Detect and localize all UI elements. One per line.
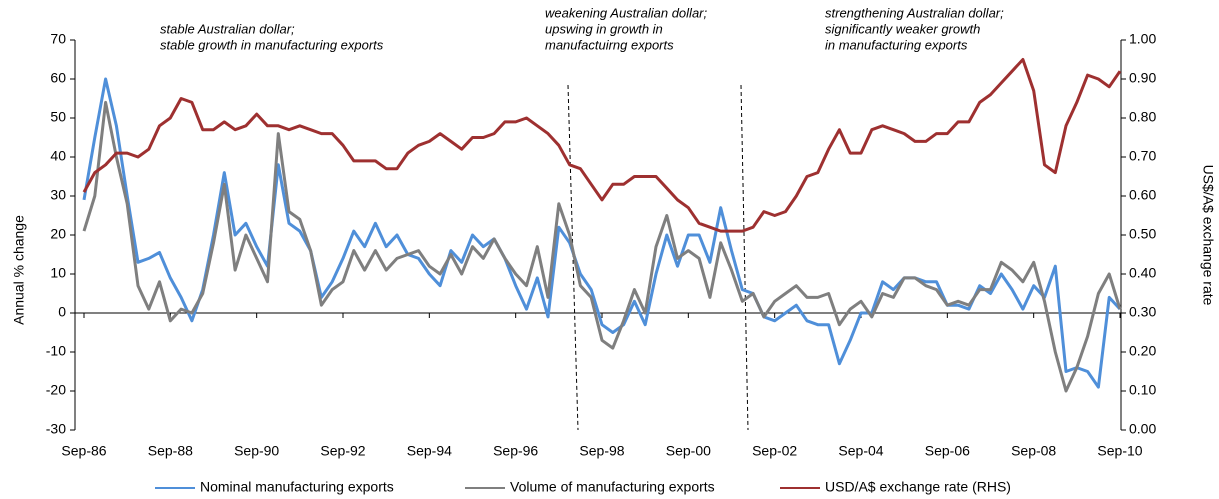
y-tick-label: -10	[46, 343, 66, 359]
y2-tick-label: 0.10	[1129, 382, 1156, 398]
legend-label: Nominal manufacturing exports	[200, 479, 394, 495]
annotation: weakening Australian dollar;	[545, 5, 708, 20]
y-tick-label: 10	[50, 265, 66, 281]
y2-tick-label: 0.50	[1129, 226, 1156, 242]
y-axis-label: Annual % change	[11, 215, 27, 325]
y-tick-label: 0	[58, 304, 66, 320]
y-tick-label: 60	[50, 70, 66, 86]
legend-label: Volume of manufacturing exports	[510, 479, 715, 495]
divider	[740, 84, 749, 431]
series-line	[82, 58, 1122, 233]
y2-tick-label: 0.40	[1129, 265, 1156, 281]
y2-tick-label: 0.30	[1129, 304, 1156, 320]
x-tick-label: Sep-04	[838, 443, 883, 459]
y-tick-label: -20	[46, 382, 66, 398]
y2-tick-label: 1.00	[1129, 31, 1156, 47]
annotation: stable growth in manufacturing exports	[160, 37, 384, 52]
y-tick-label: 50	[50, 109, 66, 125]
y-tick-label: 70	[50, 31, 66, 47]
y-tick-label: 40	[50, 148, 66, 164]
x-tick-label: Sep-98	[579, 443, 624, 459]
annotation: upswing in growth in	[545, 21, 663, 36]
annotation: strengthening Australian dollar;	[825, 5, 1004, 20]
x-tick-label: Sep-96	[493, 443, 538, 459]
x-tick-label: Sep-08	[1011, 443, 1056, 459]
x-tick-label: Sep-88	[148, 443, 193, 459]
x-tick-label: Sep-06	[925, 443, 970, 459]
y2-tick-label: 0.60	[1129, 187, 1156, 203]
y2-axis-label: US$/A$ exchange rate	[1200, 165, 1216, 306]
y-tick-label: 30	[50, 187, 66, 203]
series-line	[82, 100, 1122, 393]
divider	[567, 84, 579, 431]
y-tick-label: -30	[46, 421, 66, 437]
x-tick-label: Sep-86	[61, 443, 106, 459]
legend-label: USD/A$ exchange rate (RHS)	[825, 479, 1011, 495]
y2-tick-label: 0.90	[1129, 70, 1156, 86]
x-tick-label: Sep-00	[666, 443, 711, 459]
annotation: in manufacturing exports	[825, 37, 968, 52]
annotation: manufactuirng exports	[545, 37, 674, 52]
x-tick-label: Sep-94	[407, 443, 452, 459]
y2-tick-label: 0.00	[1129, 421, 1156, 437]
x-tick-label: Sep-92	[320, 443, 365, 459]
y2-tick-label: 0.20	[1129, 343, 1156, 359]
annotation: significantly weaker growth	[825, 21, 980, 36]
y2-tick-label: 0.80	[1129, 109, 1156, 125]
annotation: stable Australian dollar;	[160, 21, 295, 36]
y-tick-label: 20	[50, 226, 66, 242]
x-tick-label: Sep-90	[234, 443, 279, 459]
x-tick-label: Sep-02	[752, 443, 797, 459]
x-tick-label: Sep-10	[1097, 443, 1142, 459]
y2-tick-label: 0.70	[1129, 148, 1156, 164]
